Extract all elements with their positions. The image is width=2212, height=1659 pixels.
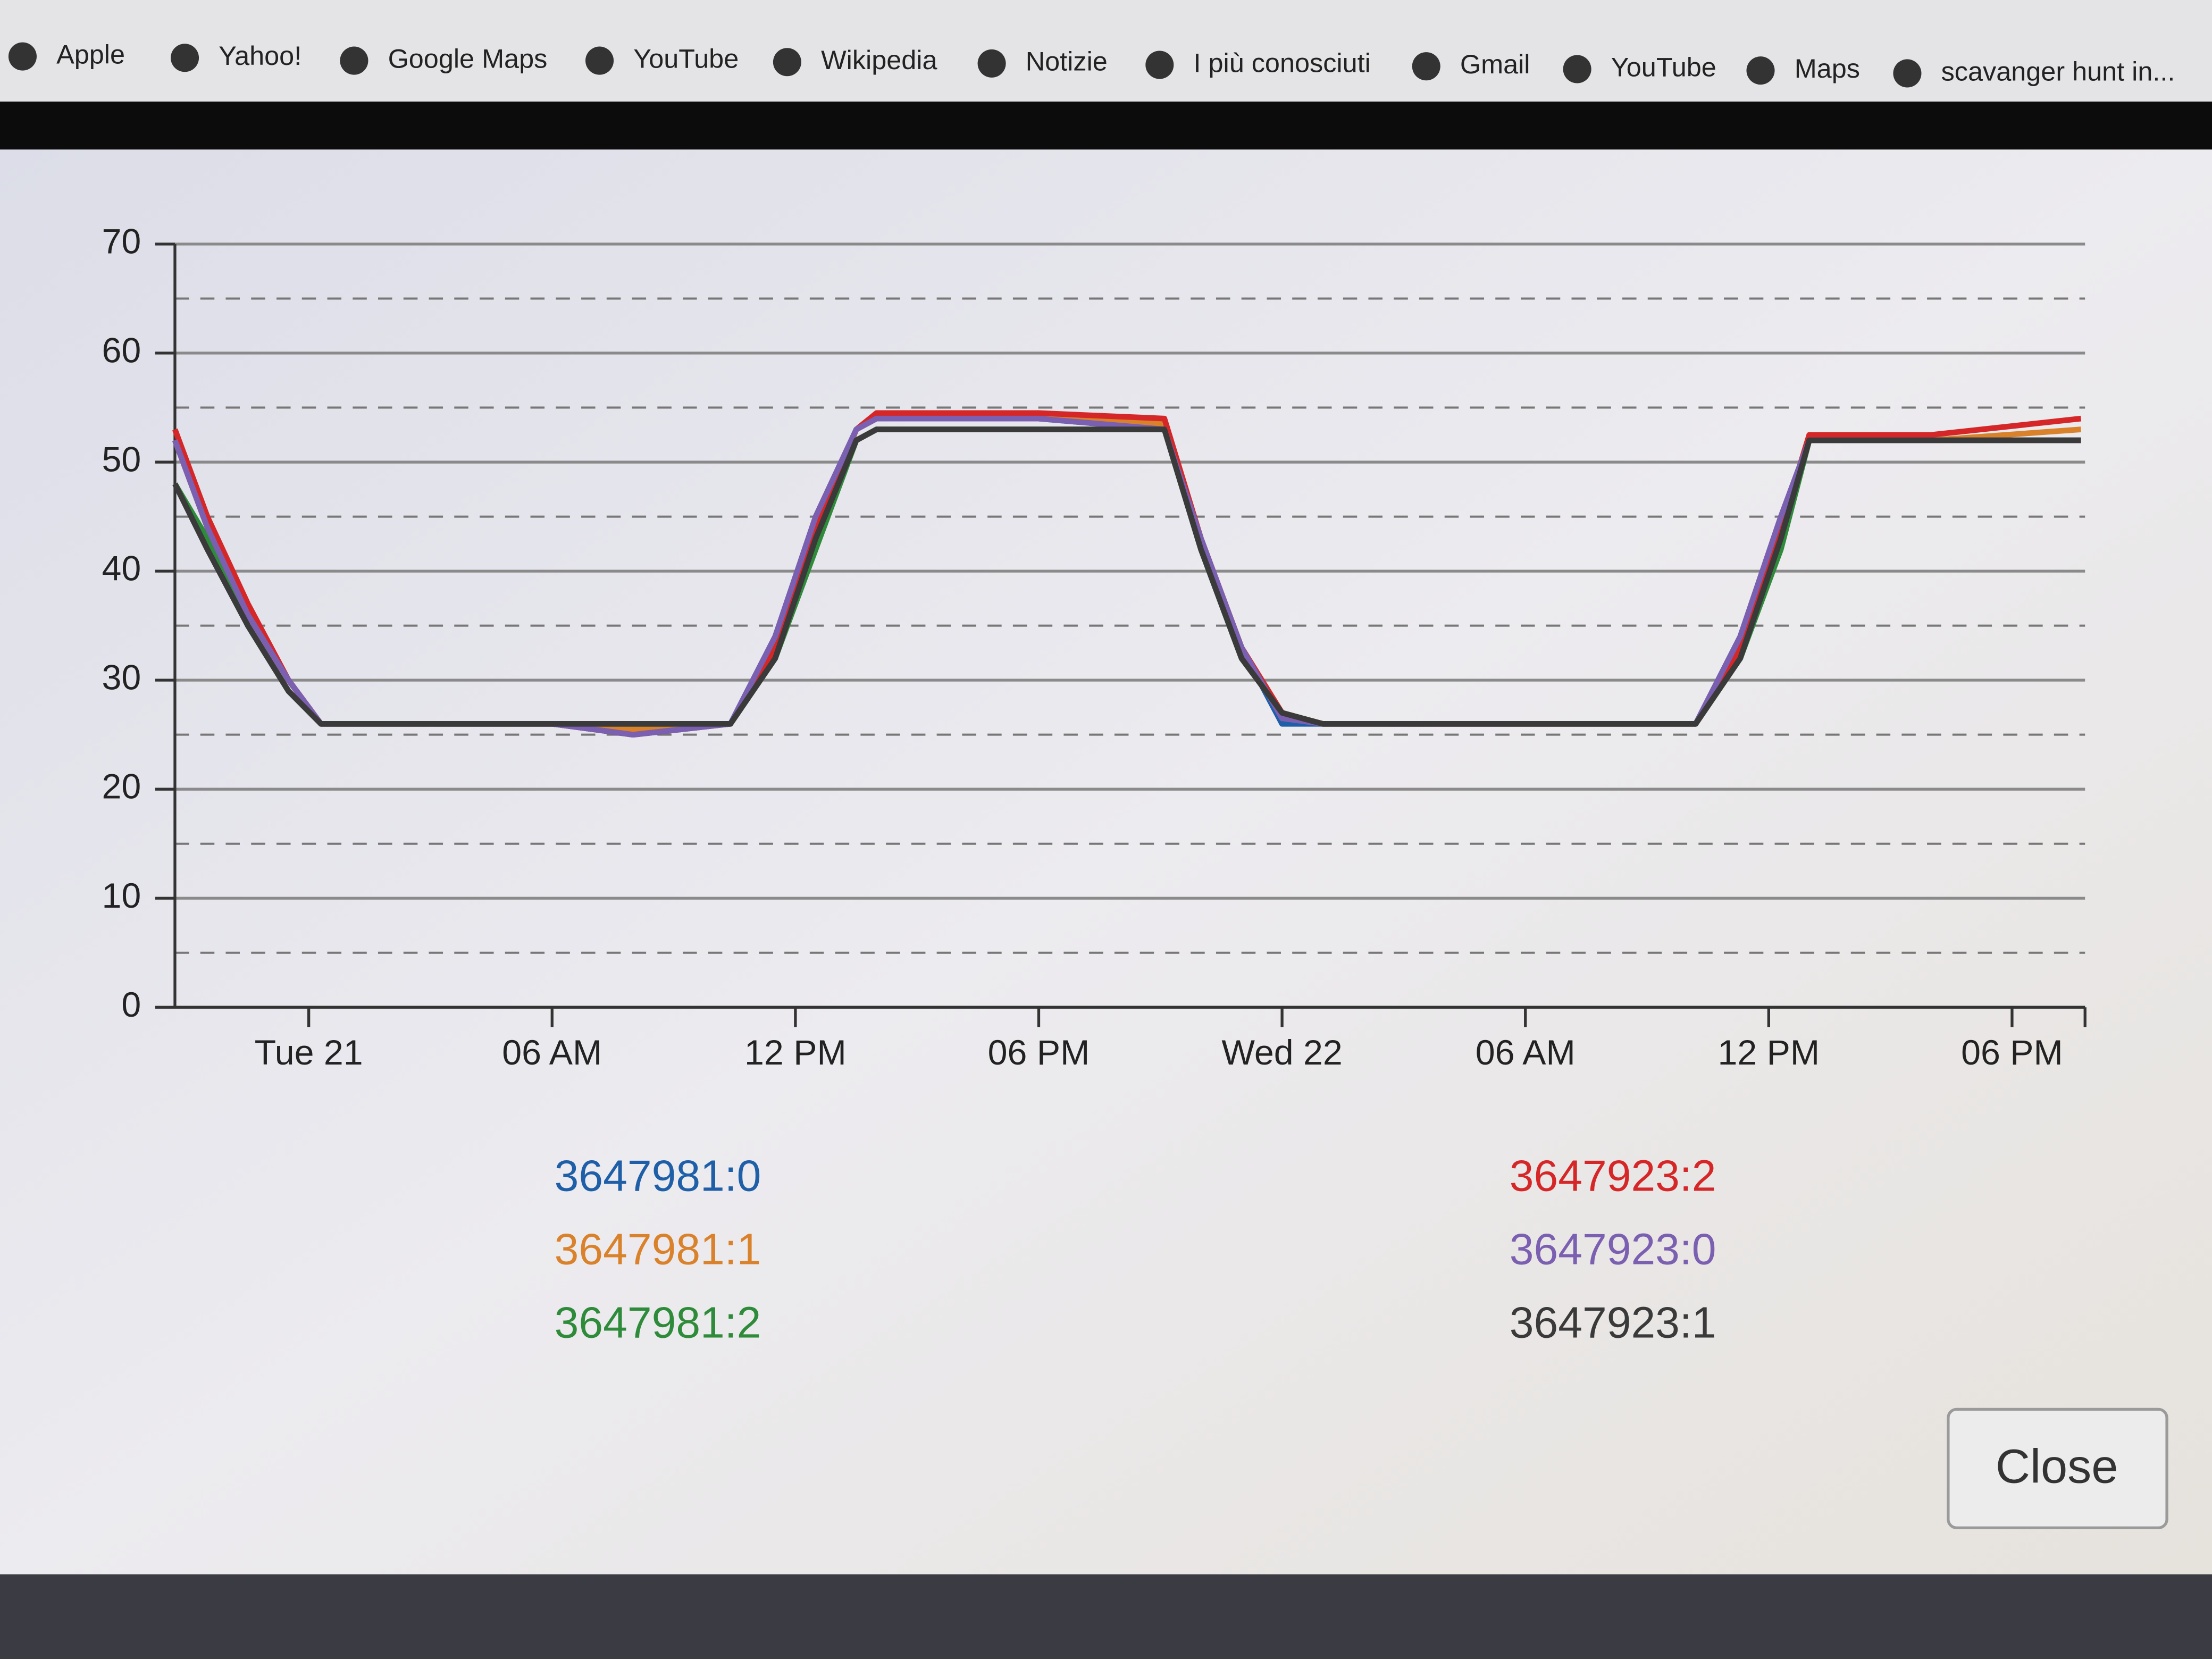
bookmark[interactable]: Maps	[1795, 53, 1860, 83]
bookmark-icon	[340, 46, 368, 75]
close-label[interactable]: Close	[1996, 1439, 2118, 1493]
y-tick-label: 0	[121, 985, 141, 1025]
bookmark-icon	[1563, 55, 1591, 83]
bookmark-icon	[1412, 52, 1440, 81]
legend-entry[interactable]: 3647923:2	[1510, 1152, 1716, 1201]
dock	[0, 1574, 2212, 1659]
bookmark[interactable]: Google Maps	[388, 43, 548, 73]
bookmark[interactable]: Notizie	[1026, 46, 1108, 77]
bookmark-icon	[171, 44, 199, 72]
x-tick-label: 12 PM	[1718, 1033, 1820, 1073]
bookmark-icon	[977, 49, 1006, 78]
close-button[interactable]: Close	[1947, 1407, 2168, 1529]
bookmark[interactable]: Wikipedia	[821, 45, 937, 75]
dialog-background	[0, 149, 2212, 1574]
bookmark[interactable]: I più conosciuti	[1193, 47, 1370, 78]
legend-entry[interactable]: 3647981:2	[555, 1299, 761, 1347]
x-tick-label: 06 AM	[1476, 1033, 1576, 1073]
y-tick-label: 20	[102, 767, 141, 807]
bookmark[interactable]: YouTube	[633, 43, 739, 73]
black-strip	[0, 102, 2212, 150]
bookmark-icon	[1893, 59, 1922, 88]
y-tick-label: 10	[102, 876, 141, 916]
x-tick-label: 06 PM	[988, 1033, 1090, 1073]
bookmark[interactable]: Gmail	[1460, 49, 1530, 79]
bookmark-icon	[773, 48, 801, 77]
y-tick-label: 70	[102, 222, 141, 261]
bookmark-icon	[585, 46, 614, 75]
bookmark[interactable]: scavanger hunt in...	[1941, 56, 2175, 86]
chart: 0 10 20 30 40 50 60 70 Tue 21 06 AM 12 PM 06 PM Wed …	[102, 222, 2087, 1347]
x-tick-label: Tue 21	[255, 1033, 363, 1073]
bookmark[interactable]: Yahoo!	[219, 40, 301, 71]
y-tick-label: 40	[102, 549, 141, 589]
legend-entry[interactable]: 3647981:1	[555, 1226, 761, 1274]
legend-entry[interactable]: 3647981:0	[555, 1152, 761, 1201]
x-tick-label: 06 AM	[502, 1033, 602, 1073]
legend-entry[interactable]: 3647923:1	[1510, 1299, 1716, 1347]
bookmark[interactable]: YouTube	[1611, 52, 1716, 82]
y-tick-label: 60	[102, 331, 141, 371]
x-tick-label: Wed 22	[1221, 1033, 1342, 1073]
legend-entry[interactable]: 3647923:0	[1510, 1226, 1716, 1274]
bookmarks: Apple Yahoo! Google Maps YouTube Wikipedia No…	[8, 39, 2175, 88]
x-tick-label: 06 PM	[1961, 1033, 2063, 1073]
bookmark-icon	[8, 42, 37, 71]
series-line	[172, 426, 2081, 727]
x-tick-label: 12 PM	[744, 1033, 847, 1073]
bookmarks-bar	[0, 0, 2212, 102]
y-tick-label: 30	[102, 658, 141, 698]
bookmark[interactable]: Apple	[56, 39, 125, 69]
bookmark-icon	[1145, 51, 1174, 79]
bookmark-icon	[1746, 56, 1775, 85]
close-button-frame[interactable]	[1947, 1407, 2168, 1529]
y-tick-label: 50	[102, 440, 141, 480]
